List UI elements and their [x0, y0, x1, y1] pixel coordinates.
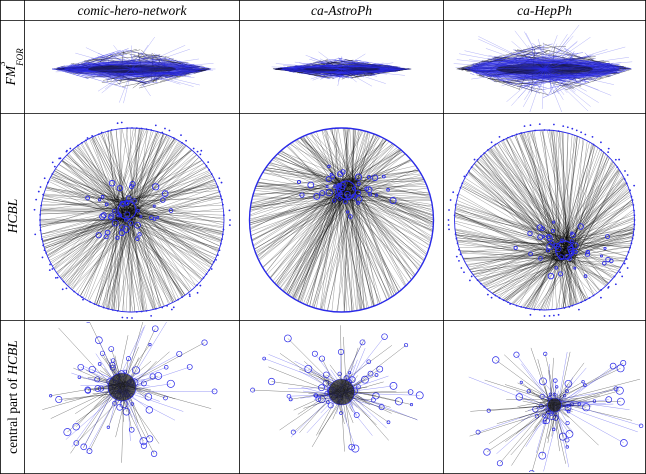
- network-hcbl-ca-astroph: [248, 127, 435, 313]
- network-central-ca-astroph: [250, 325, 424, 453]
- row-header-fm3: FM3 FOR: [0, 37, 25, 97]
- row-header-fm3-main: FM: [3, 65, 19, 86]
- row-header-central-prefix: central part of: [5, 374, 20, 454]
- row-header-fm3-sub: FOR: [14, 48, 25, 66]
- row-header-central-main: HCBL: [5, 340, 20, 375]
- network-hcbl-ca-hepph: [447, 123, 636, 317]
- column-header-ca-astroph: ca-AstroPh: [311, 3, 372, 18]
- row-header-fm3-sup: 3: [0, 61, 7, 66]
- row-header-central-hcbl: central part of HCBL: [5, 329, 21, 465]
- row-header-hcbl: HCBL: [5, 191, 21, 241]
- visualization-cells: [33, 24, 644, 472]
- network-fm3-ca-hepph: [453, 24, 633, 112]
- network-fm3-comic-hero-network: [52, 36, 216, 104]
- column-header-ca-hepph: ca-HepPh: [517, 3, 572, 18]
- row-header-hcbl-main: HCBL: [5, 198, 20, 234]
- network-central-ca-hepph: [468, 347, 644, 472]
- column-header-comic-hero-network: comic-hero-network: [77, 3, 187, 18]
- network-hcbl-comic-hero-network: [33, 121, 231, 319]
- network-central-comic-hero-network: [42, 322, 218, 463]
- network-fm3-ca-astroph: [271, 51, 412, 87]
